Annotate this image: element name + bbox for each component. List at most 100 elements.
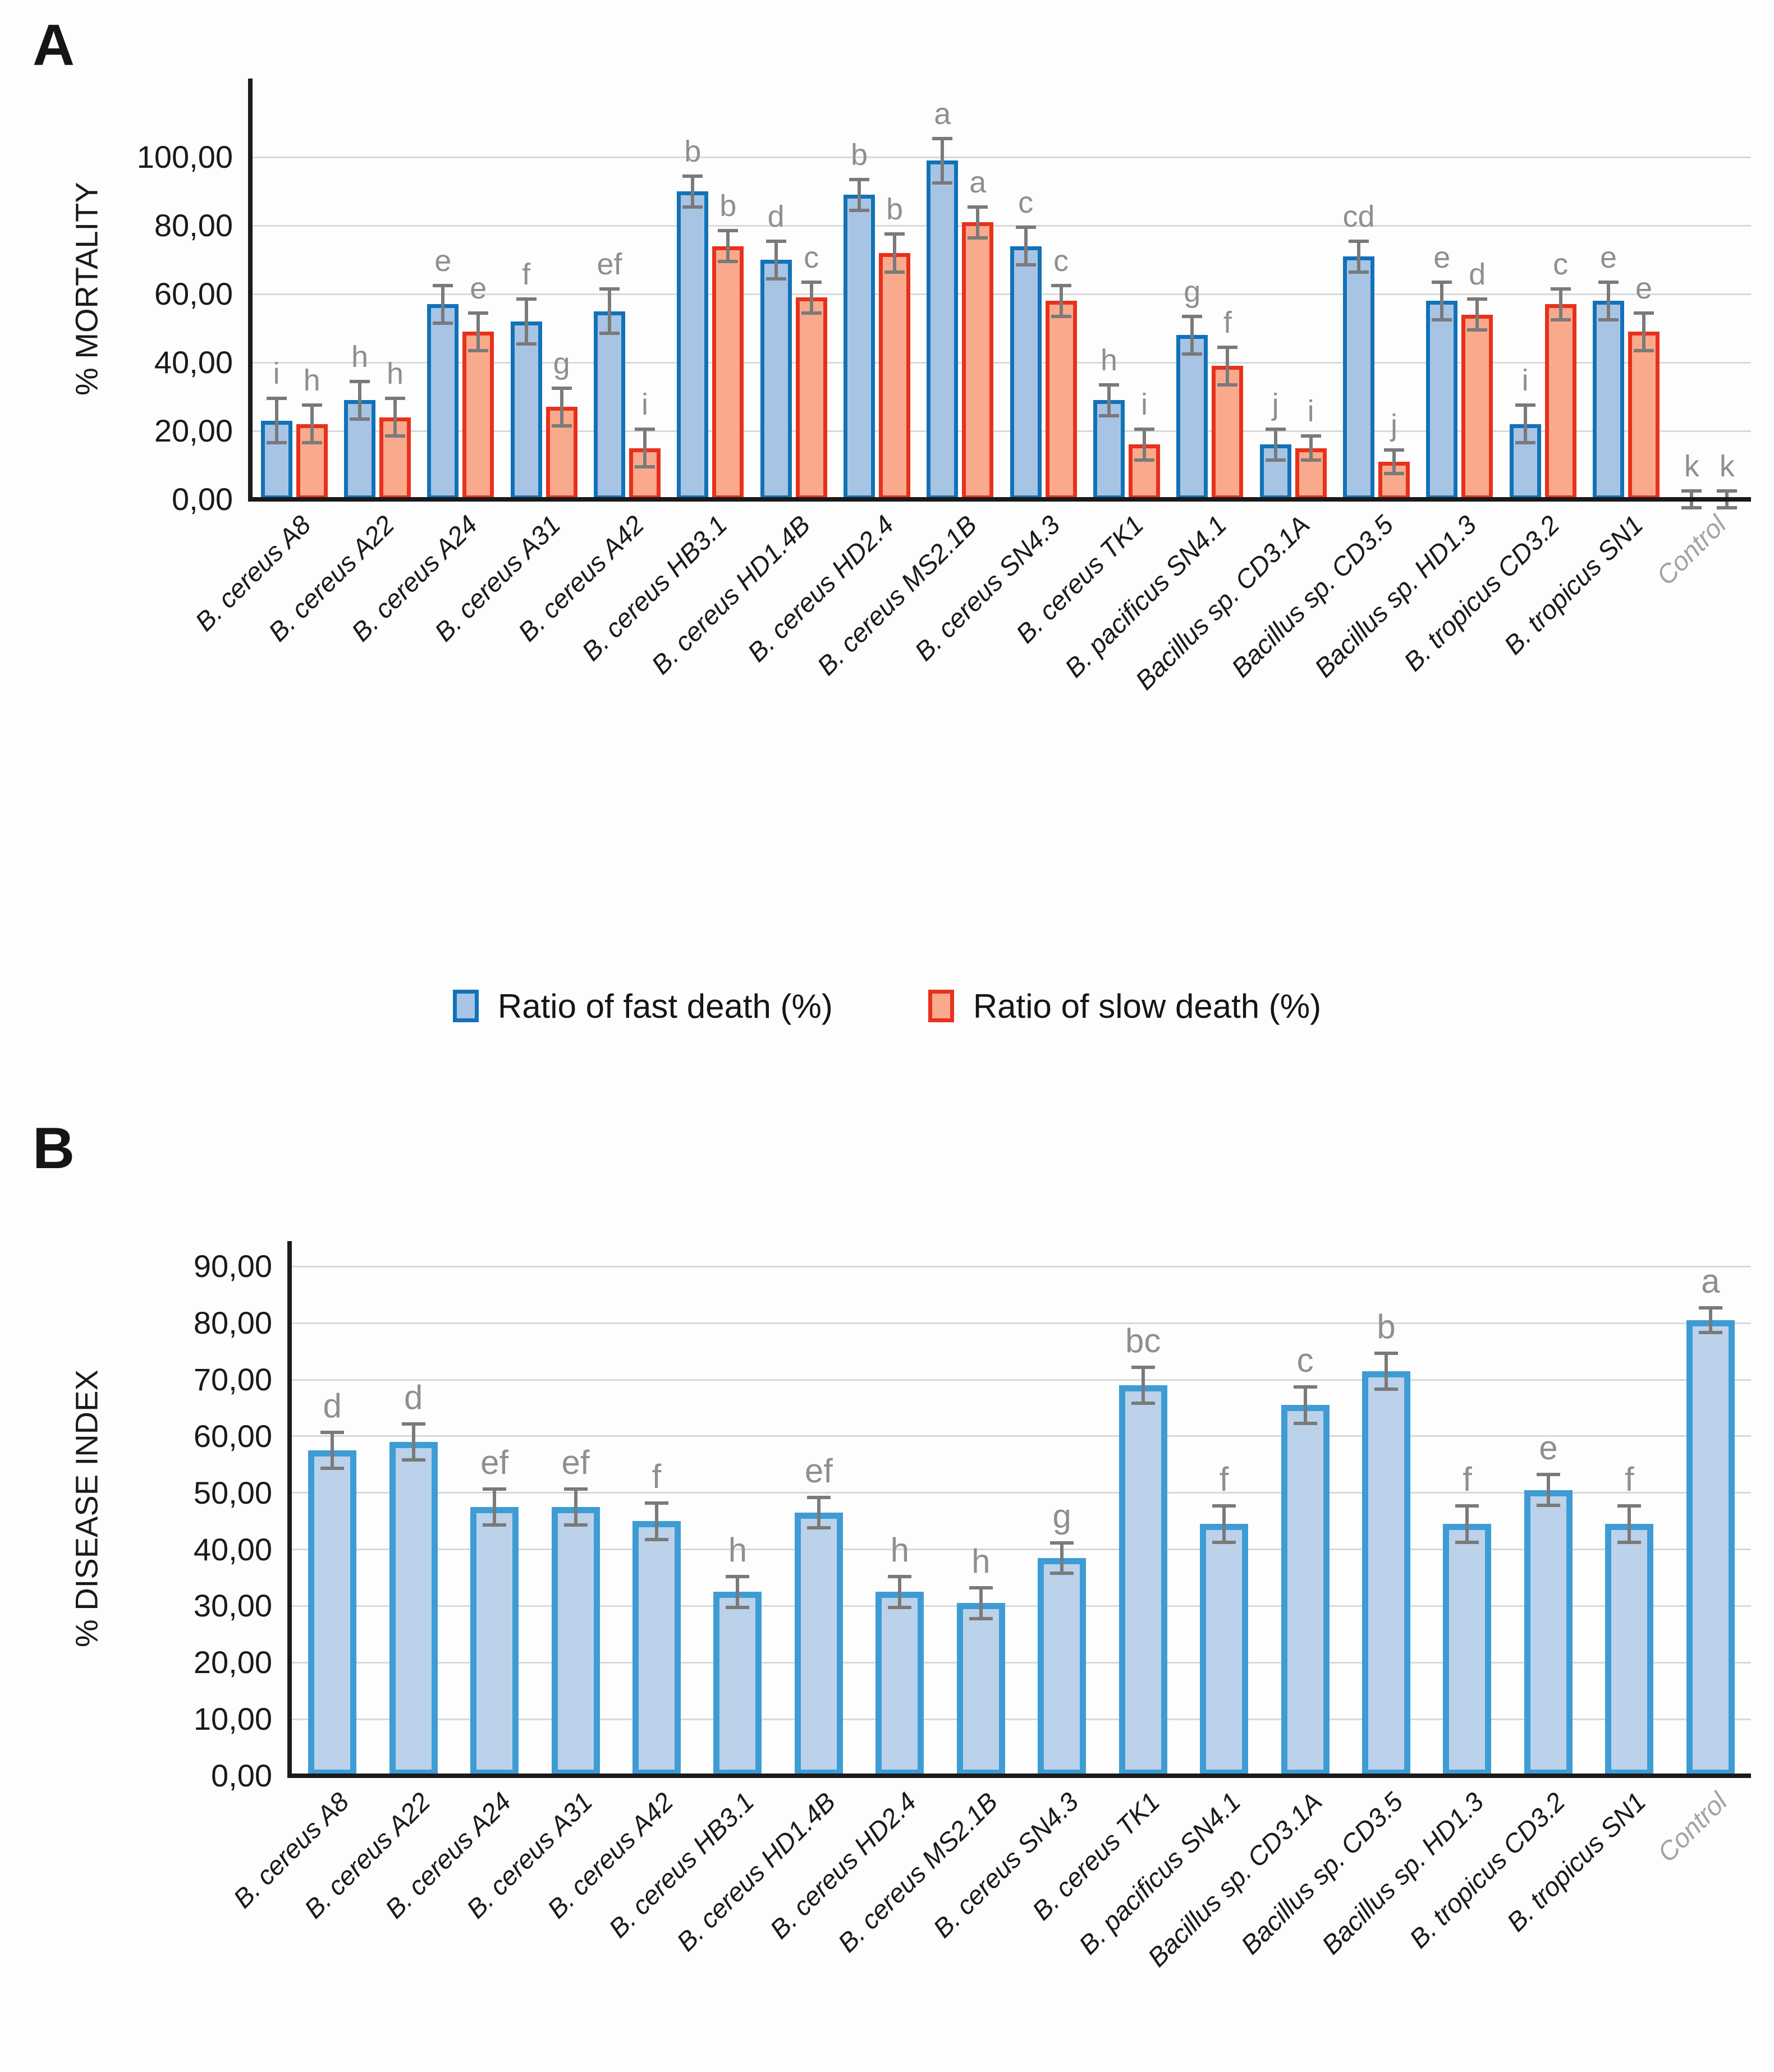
error-bar [1098, 383, 1119, 417]
bar [470, 1506, 519, 1776]
error-bar-line [1141, 1365, 1145, 1405]
significance-letter: j [1391, 408, 1397, 442]
significance-letter: j [1272, 387, 1279, 421]
legend-label-fast-death: Ratio of fast death (%) [497, 987, 833, 1025]
bar [1686, 1320, 1735, 1776]
error-bar-line [1392, 448, 1396, 476]
bar [1281, 1405, 1330, 1776]
y-tick-label: 60,00 [193, 1418, 272, 1454]
significance-letter: b [684, 134, 702, 168]
significance-letter: e [434, 244, 452, 278]
legend-swatch-fast-death-icon [452, 990, 479, 1022]
bar-group: f [1589, 1241, 1670, 1776]
error-bar [634, 427, 655, 469]
error-bar-line [1309, 434, 1313, 462]
significance-letter: g [553, 346, 570, 380]
bar [712, 246, 744, 499]
bar-group: c [1264, 1241, 1345, 1776]
bar [677, 191, 709, 499]
error-bar-line [941, 136, 945, 185]
bar-group: g [1021, 1241, 1102, 1776]
error-bar [301, 403, 322, 445]
error-bar-line [643, 427, 647, 469]
panel-b-label: B [33, 1116, 76, 1181]
bar [1628, 332, 1660, 499]
bar [1212, 366, 1244, 499]
gridline [253, 156, 1751, 158]
legend-label-slow-death: Ratio of slow death (%) [973, 987, 1322, 1025]
significance-letter: ef [597, 247, 622, 281]
error-bar-line [1059, 283, 1063, 318]
bar-group: e [1508, 1241, 1589, 1776]
bar [1605, 1524, 1654, 1776]
bar [427, 304, 459, 499]
error-bar-line [1440, 280, 1444, 321]
error-bar [718, 229, 739, 264]
significance-letter: h [1100, 343, 1118, 377]
significance-letter: e [1599, 240, 1617, 274]
error-bar-line [1303, 1385, 1307, 1425]
significance-letter: f [1625, 1460, 1634, 1498]
error-bar-line [1222, 1504, 1226, 1544]
significance-letter: h [303, 364, 320, 398]
y-tick-label: 40,00 [193, 1531, 272, 1567]
error-bar [1265, 427, 1286, 462]
significance-letter: a [934, 97, 951, 131]
error-bar [1051, 283, 1071, 318]
error-bar [849, 177, 869, 212]
error-bar [932, 136, 953, 185]
bar [1010, 246, 1042, 499]
significance-letter: i [1521, 364, 1529, 398]
panel-b-plot: d d ef ef f h ef h h g bc f c b f e f a [287, 1241, 1751, 1778]
error-bar [1467, 297, 1488, 332]
significance-letter: c [1553, 247, 1569, 281]
error-bar-line [524, 297, 528, 346]
bar [956, 1603, 1005, 1776]
error-bar-line [979, 1586, 983, 1620]
error-bar [433, 283, 453, 325]
significance-letter: f [652, 1457, 662, 1495]
error-bar [1383, 448, 1404, 476]
legend-item-fast-death: Ratio of fast death (%) [452, 987, 833, 1026]
error-bar-line [691, 174, 695, 209]
y-tick-label: 70,00 [193, 1362, 272, 1398]
error-bar-line [1226, 345, 1230, 387]
error-bar-line [726, 229, 730, 264]
significance-letter: bc [1125, 1321, 1161, 1359]
error-bar [1432, 280, 1452, 321]
bar [1362, 1371, 1410, 1776]
error-bar [765, 239, 786, 281]
bar [1524, 1490, 1573, 1776]
bar [843, 195, 875, 499]
error-bar [1293, 1385, 1317, 1425]
significance-letter: a [1701, 1262, 1720, 1300]
y-tick-label: 30,00 [193, 1588, 272, 1624]
significance-letter: cd [1342, 199, 1375, 233]
y-axis-line [248, 79, 253, 499]
bar [713, 1592, 762, 1776]
error-bar [1374, 1351, 1398, 1391]
legend: Ratio of fast death (%) Ratio of slow de… [0, 975, 1774, 1037]
gridline [292, 1549, 1751, 1551]
significance-letter: i [1141, 387, 1148, 421]
significance-letter: f [1463, 1460, 1472, 1498]
bar [1544, 304, 1576, 499]
error-bar-line [411, 1422, 415, 1462]
y-tick-label: 100,00 [136, 139, 233, 175]
significance-letter: ef [804, 1451, 833, 1490]
error-bar [349, 379, 370, 421]
bar [1342, 256, 1374, 499]
significance-letter: d [323, 1386, 342, 1425]
bar-group: bc [1102, 1241, 1183, 1776]
error-bar [1617, 1504, 1642, 1544]
significance-letter: h [890, 1531, 910, 1569]
error-bar [516, 297, 537, 346]
significance-letter: c [1296, 1341, 1314, 1380]
